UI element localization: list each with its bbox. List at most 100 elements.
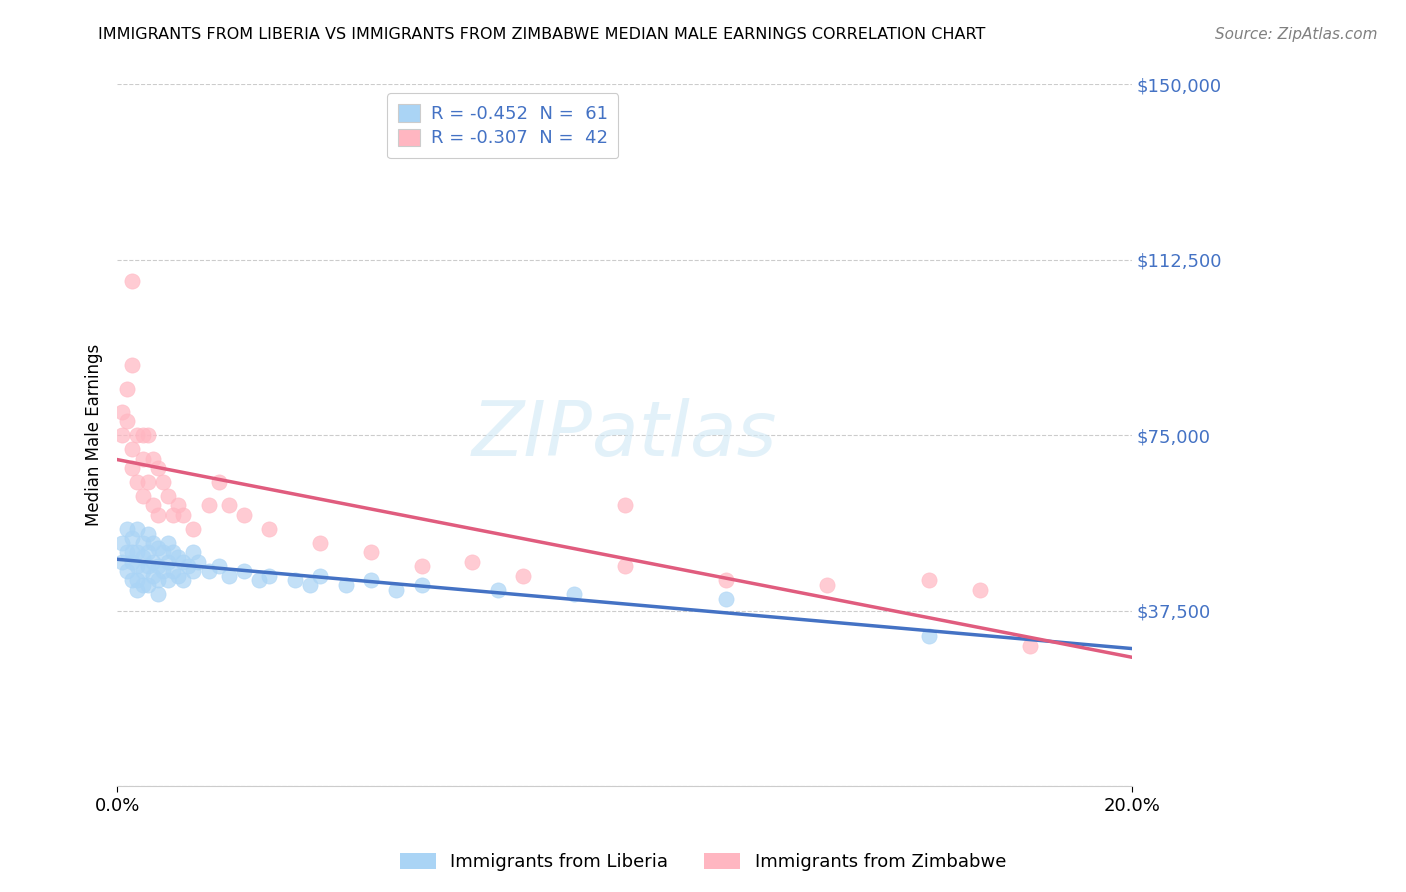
Point — [152, 545, 174, 559]
Point — [111, 428, 134, 442]
Point — [181, 564, 204, 578]
Point — [162, 508, 184, 522]
Point — [197, 499, 219, 513]
Point — [233, 508, 256, 522]
Point — [136, 559, 159, 574]
Point — [121, 274, 143, 288]
Point — [411, 578, 433, 592]
Point — [208, 475, 231, 489]
Point — [156, 489, 179, 503]
Point — [162, 564, 184, 578]
Point — [817, 578, 839, 592]
Point — [562, 587, 585, 601]
Point — [121, 555, 143, 569]
Point — [259, 522, 281, 536]
Point — [309, 536, 332, 550]
Text: IMMIGRANTS FROM LIBERIA VS IMMIGRANTS FROM ZIMBABWE MEDIAN MALE EARNINGS CORRELA: IMMIGRANTS FROM LIBERIA VS IMMIGRANTS FR… — [98, 27, 986, 42]
Point — [131, 428, 153, 442]
Point — [146, 508, 169, 522]
Point — [146, 541, 169, 555]
Point — [172, 508, 194, 522]
Point — [172, 555, 194, 569]
Point — [131, 564, 153, 578]
Point — [146, 461, 169, 475]
Point — [136, 545, 159, 559]
Point — [142, 499, 165, 513]
Point — [156, 536, 179, 550]
Point — [127, 582, 149, 597]
Point — [360, 574, 382, 588]
Legend: Immigrants from Liberia, Immigrants from Zimbabwe: Immigrants from Liberia, Immigrants from… — [392, 846, 1014, 879]
Point — [127, 545, 149, 559]
Point — [127, 522, 149, 536]
Point — [131, 536, 153, 550]
Point — [117, 522, 139, 536]
Point — [117, 382, 139, 396]
Legend: R = -0.452  N =  61, R = -0.307  N =  42: R = -0.452 N = 61, R = -0.307 N = 42 — [387, 94, 619, 158]
Point — [142, 568, 165, 582]
Point — [131, 451, 153, 466]
Point — [167, 499, 190, 513]
Point — [309, 568, 332, 582]
Point — [218, 568, 240, 582]
Point — [512, 568, 534, 582]
Point — [613, 499, 636, 513]
Point — [146, 574, 169, 588]
Point — [127, 574, 149, 588]
Point — [121, 545, 143, 559]
Point — [121, 442, 143, 457]
Point — [208, 559, 231, 574]
Point — [136, 428, 159, 442]
Point — [131, 489, 153, 503]
Text: ZIPatlas: ZIPatlas — [472, 399, 778, 472]
Point — [121, 461, 143, 475]
Point — [152, 564, 174, 578]
Point — [298, 578, 321, 592]
Point — [233, 564, 256, 578]
Point — [167, 549, 190, 564]
Point — [613, 559, 636, 574]
Point — [181, 545, 204, 559]
Point — [187, 555, 209, 569]
Point — [127, 475, 149, 489]
Point — [117, 414, 139, 428]
Point — [335, 578, 357, 592]
Point — [127, 428, 149, 442]
Point — [131, 549, 153, 564]
Point — [142, 555, 165, 569]
Point — [142, 536, 165, 550]
Point — [1019, 639, 1042, 653]
Point — [152, 475, 174, 489]
Point — [411, 559, 433, 574]
Point — [714, 592, 737, 607]
Point — [181, 522, 204, 536]
Point — [136, 475, 159, 489]
Point — [111, 405, 134, 419]
Point — [117, 564, 139, 578]
Point — [156, 574, 179, 588]
Point — [486, 582, 509, 597]
Point — [111, 536, 134, 550]
Point — [142, 451, 165, 466]
Point — [111, 555, 134, 569]
Point — [259, 568, 281, 582]
Point — [247, 574, 270, 588]
Point — [197, 564, 219, 578]
Point — [146, 587, 169, 601]
Point — [162, 545, 184, 559]
Point — [918, 630, 941, 644]
Point — [218, 499, 240, 513]
Point — [146, 559, 169, 574]
Text: Source: ZipAtlas.com: Source: ZipAtlas.com — [1215, 27, 1378, 42]
Y-axis label: Median Male Earnings: Median Male Earnings — [86, 344, 103, 526]
Point — [969, 582, 991, 597]
Point — [156, 555, 179, 569]
Point — [284, 574, 307, 588]
Point — [360, 545, 382, 559]
Point — [121, 531, 143, 545]
Point — [121, 574, 143, 588]
Point — [127, 559, 149, 574]
Point — [177, 559, 200, 574]
Point — [167, 568, 190, 582]
Point — [121, 358, 143, 372]
